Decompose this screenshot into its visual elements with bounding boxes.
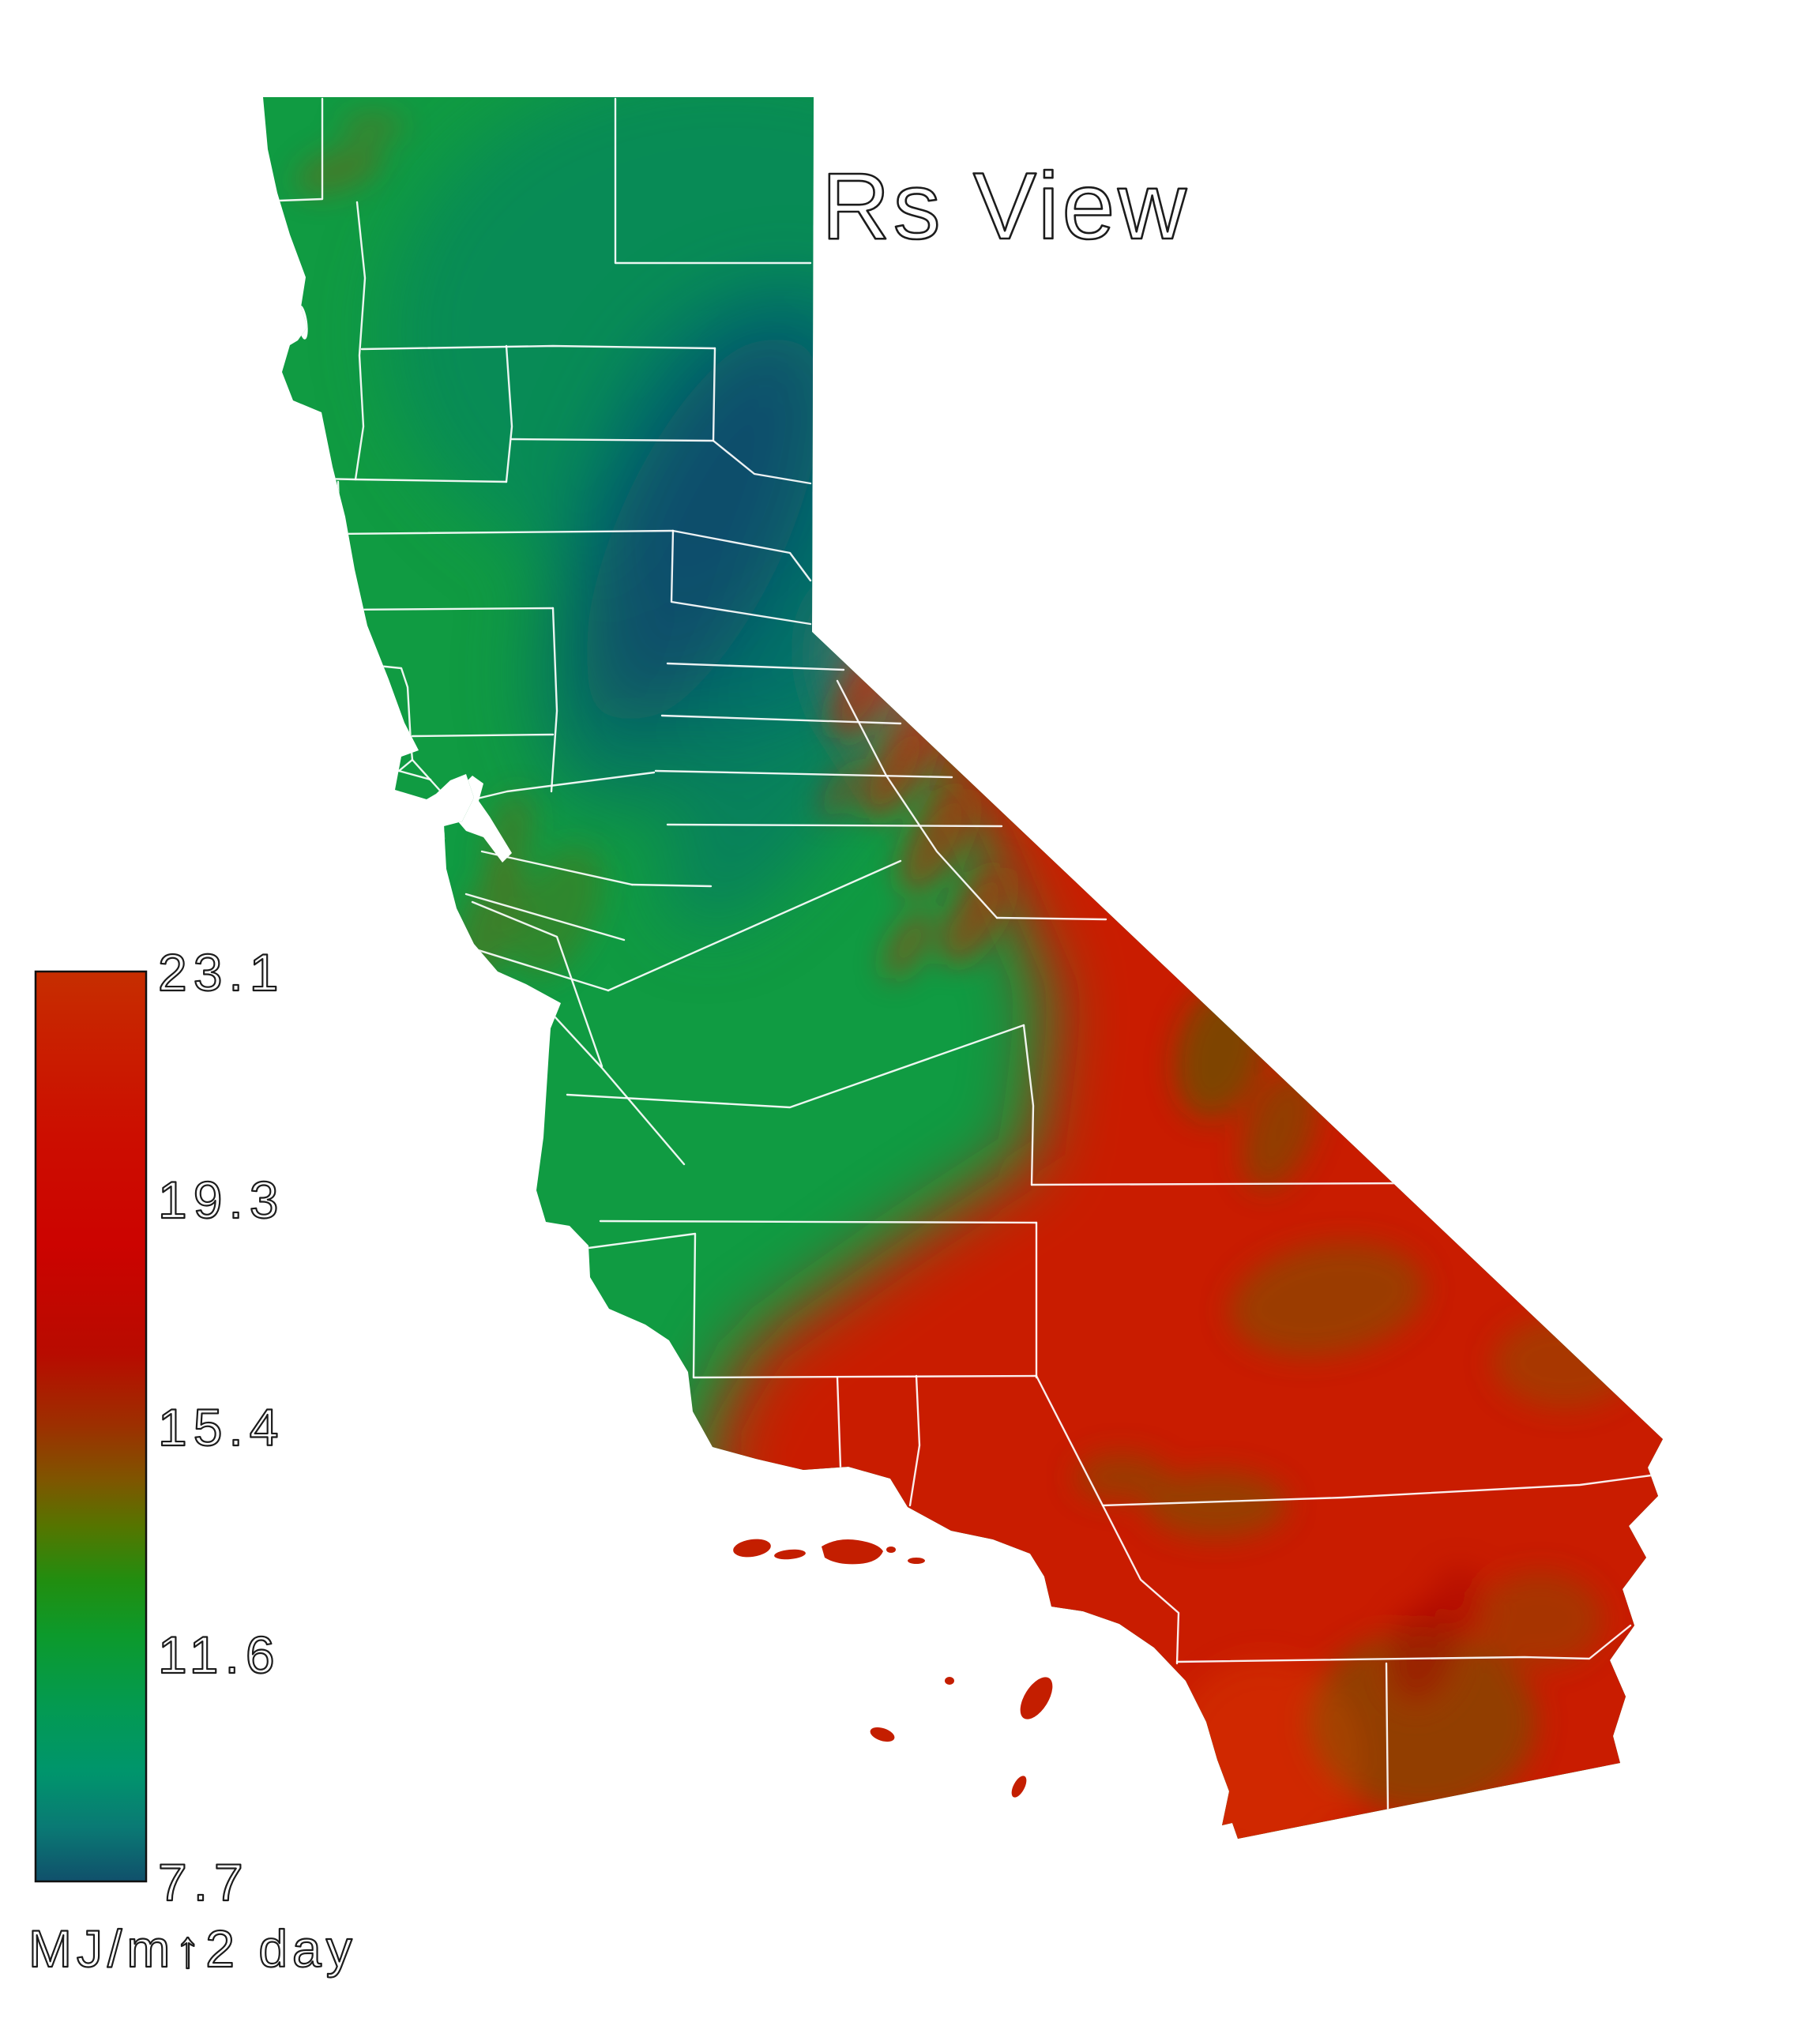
colorbar-tick-max: 23.1 [158, 943, 284, 1002]
county-boundaries [278, 97, 1653, 1812]
crest-red-mottle [883, 908, 934, 979]
colorbar-tick: 11.6 [158, 1625, 281, 1684]
colorbar-tick: 15.4 [158, 1398, 284, 1456]
channel-islands [733, 1539, 1053, 1798]
sierra-dark-core [585, 333, 821, 726]
colorbar-gradient [34, 970, 148, 1883]
salton-dark-red [1430, 1567, 1490, 1643]
diablo-brown [511, 845, 603, 979]
colorbar-units: MJ/m↑2 day [28, 1919, 357, 1978]
california-raster [263, 97, 1663, 1839]
desert-green-patch [1241, 1069, 1318, 1190]
colorbar-tick-min: 7.7 [158, 1853, 250, 1911]
sd-coast-orange [1169, 1659, 1359, 1839]
socal-mtn-green [1074, 1453, 1169, 1501]
colorbar-tick: 19.3 [158, 1171, 284, 1229]
nw-brown-smudge [341, 112, 404, 141]
desert-green-patch [1229, 1242, 1425, 1357]
nw-brown-smudge [295, 145, 384, 195]
colorbar: 23.1 19.3 15.4 11.6 7.7 MJ/m↑2 day [28, 942, 357, 1979]
sandiego-east-mottle [1477, 1572, 1604, 1667]
desert-green-patch [1493, 1317, 1635, 1408]
page-title: Rs View [822, 153, 1190, 259]
crest-red-mottle [899, 788, 973, 894]
crest-red-mottle [941, 866, 1010, 966]
socal-mtn-green [1145, 1471, 1288, 1538]
sandiego-east-mottle [1307, 1631, 1536, 1813]
crest-red-mottle [862, 720, 931, 820]
